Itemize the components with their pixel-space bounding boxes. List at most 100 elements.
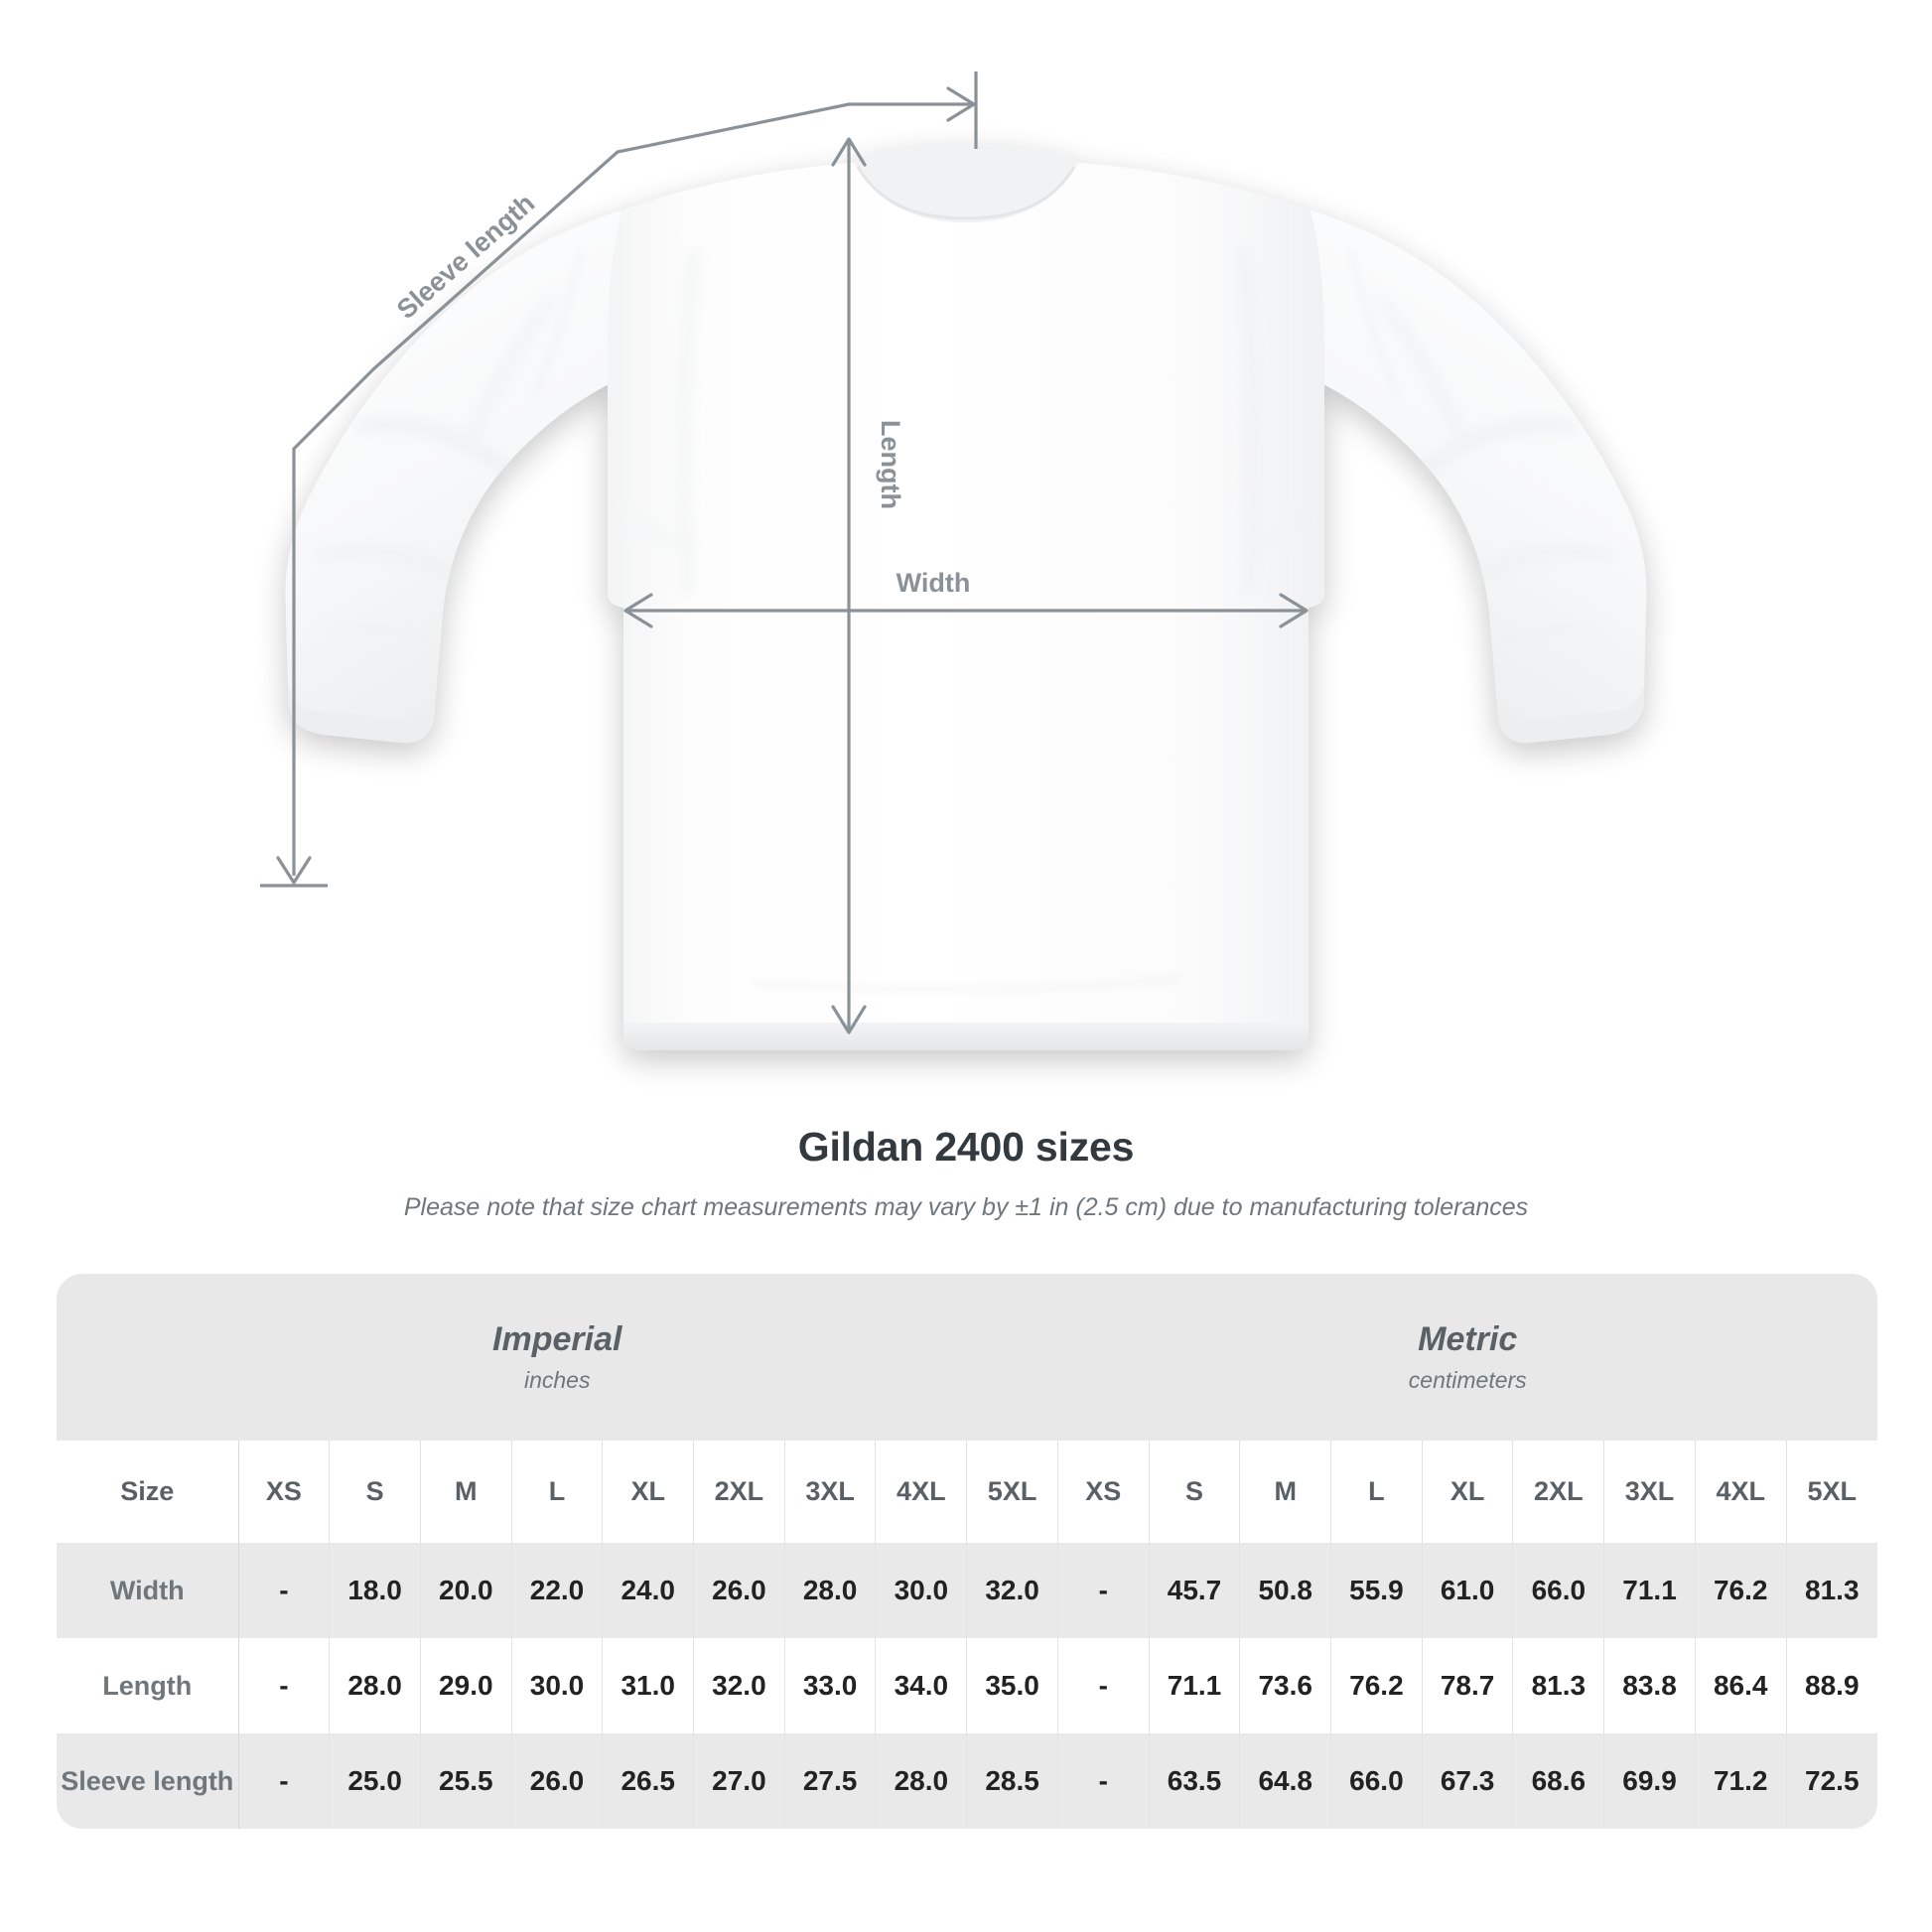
width-arrowhead-left	[623, 593, 653, 628]
cell-width-metric-m: 50.8	[1239, 1543, 1332, 1638]
sleeve-arrowhead-top	[946, 86, 976, 122]
unit-group-imperial: Imperial inches	[57, 1274, 1058, 1441]
cell-width-metric-s: 45.7	[1149, 1543, 1241, 1638]
length-arrowhead-bottom	[831, 1005, 867, 1035]
cell-length-imperial-3xl: 33.0	[784, 1638, 877, 1733]
row-label-width: Width	[57, 1543, 239, 1638]
measurement-lines	[260, 71, 1307, 1033]
cell-sleeve-metric-s: 63.5	[1149, 1733, 1241, 1829]
cell-sleeve-imperial-4xl: 28.0	[875, 1733, 968, 1829]
unit-group-metric-sub: centimeters	[1408, 1367, 1527, 1394]
cell-length-imperial-m: 29.0	[420, 1638, 512, 1733]
cell-sleeve-imperial-2xl: 27.0	[693, 1733, 785, 1829]
length-arrowhead-top	[831, 137, 867, 167]
cell-width-metric-3xl: 71.1	[1603, 1543, 1696, 1638]
size-chart-table-wrapper: Imperial inches Metric centimeters Size …	[57, 1274, 1877, 1829]
cell-width-imperial-l: 22.0	[511, 1543, 604, 1638]
hem	[623, 1023, 1309, 1050]
shirt-body-group	[285, 145, 1647, 1050]
size-header-row: Size XS S M L XL 2XL 3XL 4XL 5XL XS S M …	[57, 1441, 1877, 1543]
left-cuff	[288, 685, 435, 744]
right-sleeve	[1305, 210, 1647, 738]
header-metric-xl: XL	[1422, 1441, 1514, 1543]
cell-length-imperial-4xl: 34.0	[875, 1638, 968, 1733]
arrowheads	[276, 86, 1309, 1035]
cell-sleeve-metric-4xl: 71.2	[1695, 1733, 1787, 1829]
cell-width-imperial-xl: 24.0	[602, 1543, 695, 1638]
cell-length-imperial-5xl: 35.0	[966, 1638, 1058, 1733]
left-sleeve	[285, 210, 627, 738]
cell-length-metric-5xl: 88.9	[1786, 1638, 1877, 1733]
cell-width-imperial-s: 18.0	[329, 1543, 421, 1638]
unit-group-metric-name: Metric	[1418, 1319, 1518, 1358]
cell-width-imperial-4xl: 30.0	[875, 1543, 968, 1638]
cell-length-imperial-xs: -	[238, 1638, 331, 1733]
row-label-length: Length	[57, 1638, 239, 1733]
length-label: Length	[876, 420, 905, 509]
unit-group-metric: Metric centimeters	[1057, 1274, 1877, 1441]
page-subtitle: Please note that size chart measurements…	[403, 1193, 1529, 1222]
cell-width-metric-4xl: 76.2	[1695, 1543, 1787, 1638]
header-imperial-3xl: 3XL	[784, 1441, 877, 1543]
header-size-label: Size	[57, 1441, 239, 1543]
header-metric-4xl: 4XL	[1695, 1441, 1787, 1543]
header-metric-s: S	[1149, 1441, 1241, 1543]
shirt-body	[608, 163, 1324, 1040]
cell-width-imperial-m: 20.0	[420, 1543, 512, 1638]
cell-width-imperial-xs: -	[238, 1543, 331, 1638]
collar-seam	[856, 166, 1076, 220]
cell-sleeve-imperial-l: 26.0	[511, 1733, 604, 1829]
width-label: Width	[897, 568, 971, 598]
table-row: Sleeve length - 25.0 25.5 26.0 26.5 27.0…	[57, 1733, 1877, 1829]
cell-length-metric-4xl: 86.4	[1695, 1638, 1787, 1733]
header-imperial-xl: XL	[602, 1441, 695, 1543]
cell-length-metric-m: 73.6	[1239, 1638, 1332, 1733]
cell-length-metric-s: 71.1	[1149, 1638, 1241, 1733]
header-metric-2xl: 2XL	[1512, 1441, 1605, 1543]
header-metric-xs: XS	[1056, 1441, 1150, 1543]
unit-banner-row: Imperial inches Metric centimeters	[57, 1274, 1877, 1441]
cell-length-imperial-2xl: 32.0	[693, 1638, 785, 1733]
header-imperial-m: M	[420, 1441, 512, 1543]
table-row: Length - 28.0 29.0 30.0 31.0 32.0 33.0 3…	[57, 1638, 1877, 1733]
shirt-illustration: Sleeve length Length Width	[260, 71, 1647, 1050]
size-chart-table: Imperial inches Metric centimeters Size …	[57, 1274, 1877, 1829]
cell-sleeve-metric-2xl: 68.6	[1512, 1733, 1605, 1829]
cell-sleeve-imperial-3xl: 27.5	[784, 1733, 877, 1829]
cell-sleeve-metric-m: 64.8	[1239, 1733, 1332, 1829]
cell-sleeve-metric-5xl: 72.5	[1786, 1733, 1877, 1829]
collar	[854, 145, 1078, 222]
cell-sleeve-metric-xs: -	[1056, 1733, 1150, 1829]
cell-length-metric-3xl: 83.8	[1603, 1638, 1696, 1733]
header-imperial-2xl: 2XL	[693, 1441, 785, 1543]
row-label-sleeve-length: Sleeve length	[57, 1733, 239, 1829]
cell-sleeve-metric-3xl: 69.9	[1603, 1733, 1696, 1829]
right-cuff	[1497, 685, 1644, 744]
fabric-folds	[317, 247, 1615, 597]
cell-length-imperial-l: 30.0	[511, 1638, 604, 1733]
header-metric-l: L	[1330, 1441, 1423, 1543]
header-imperial-5xl: 5XL	[966, 1441, 1058, 1543]
cell-width-metric-l: 55.9	[1330, 1543, 1423, 1638]
cell-sleeve-imperial-m: 25.5	[420, 1733, 512, 1829]
cell-length-metric-l: 76.2	[1330, 1638, 1423, 1733]
cell-width-metric-xs: -	[1056, 1543, 1150, 1638]
cell-length-metric-2xl: 81.3	[1512, 1638, 1605, 1733]
width-arrowhead-right	[1279, 593, 1309, 628]
header-imperial-4xl: 4XL	[875, 1441, 968, 1543]
cell-sleeve-imperial-s: 25.0	[329, 1733, 421, 1829]
cell-sleeve-imperial-5xl: 28.5	[966, 1733, 1058, 1829]
header-imperial-s: S	[329, 1441, 421, 1543]
cell-sleeve-imperial-xl: 26.5	[602, 1733, 695, 1829]
cell-width-metric-5xl: 81.3	[1786, 1543, 1877, 1638]
page-title: Gildan 2400 sizes	[797, 1124, 1135, 1170]
table-row: Width - 18.0 20.0 22.0 24.0 26.0 28.0 30…	[57, 1543, 1877, 1638]
cell-sleeve-imperial-xs: -	[238, 1733, 331, 1829]
cell-width-metric-2xl: 66.0	[1512, 1543, 1605, 1638]
cell-width-imperial-2xl: 26.0	[693, 1543, 785, 1638]
header-imperial-l: L	[511, 1441, 604, 1543]
cell-sleeve-metric-xl: 67.3	[1422, 1733, 1514, 1829]
unit-group-imperial-sub: inches	[523, 1367, 591, 1394]
cell-width-metric-xl: 61.0	[1422, 1543, 1514, 1638]
header-imperial-xs: XS	[238, 1441, 331, 1543]
